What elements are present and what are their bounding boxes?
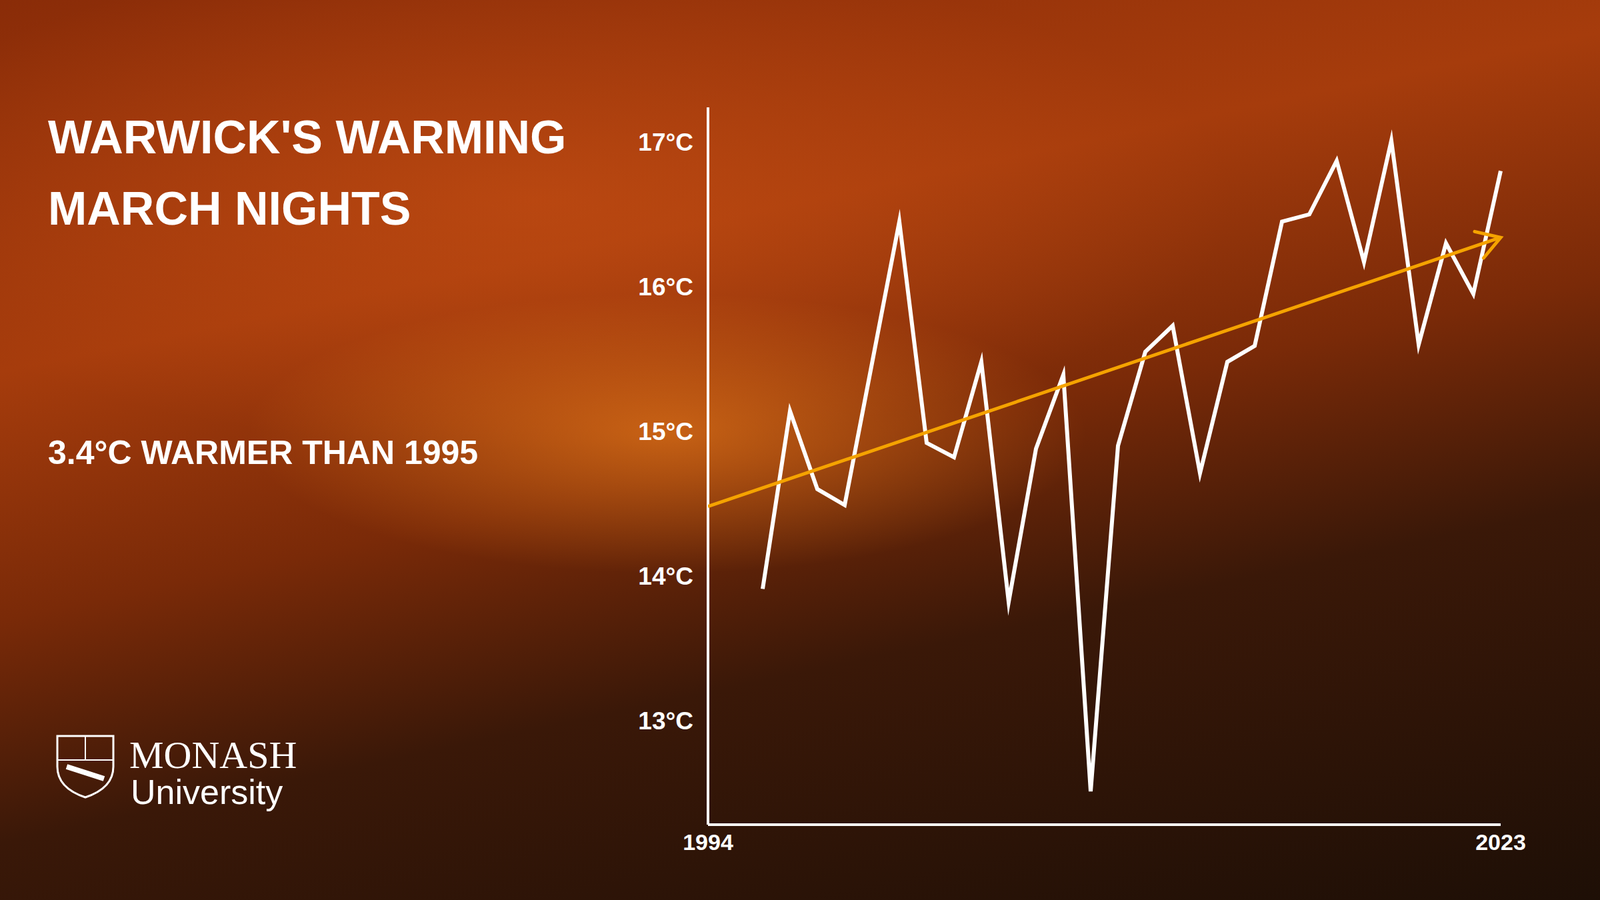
- x-tick-label: 2023: [1475, 829, 1526, 855]
- y-tick-label: 14°C: [638, 562, 694, 590]
- logo-shield-lines: [57, 736, 114, 760]
- x-tick-label: 1994: [682, 829, 734, 855]
- data-line: [762, 140, 1501, 792]
- trend-line: [708, 237, 1501, 507]
- chart: WARWICK'S WARMING MARCH NIGHTS 3.4°C WARME…: [0, 0, 1600, 900]
- plot-area: [708, 140, 1501, 792]
- y-tick-label: 13°C: [638, 707, 694, 735]
- subtitle: 3.4°C WARMER THAN 1995: [48, 434, 478, 472]
- x-axis: [708, 823, 1501, 826]
- trend-arrowhead: [1474, 231, 1501, 258]
- logo: MONASHUniversity: [57, 733, 297, 812]
- y-tick-label: 17°C: [638, 128, 694, 156]
- title-line: MARCH NIGHTS: [48, 182, 411, 235]
- y-axis: [706, 107, 710, 825]
- logo-subtitle: University: [130, 772, 283, 812]
- logo-name: MONASH: [129, 733, 297, 777]
- title-line: WARWICK'S WARMING: [48, 111, 567, 164]
- logo-shield: [57, 736, 114, 798]
- title: WARWICK'S WARMING MARCH NIGHTS: [48, 111, 567, 235]
- y-tick-label: 15°C: [638, 418, 694, 446]
- y-tick-label: 16°C: [638, 273, 694, 301]
- logo-shield-band: [66, 766, 104, 779]
